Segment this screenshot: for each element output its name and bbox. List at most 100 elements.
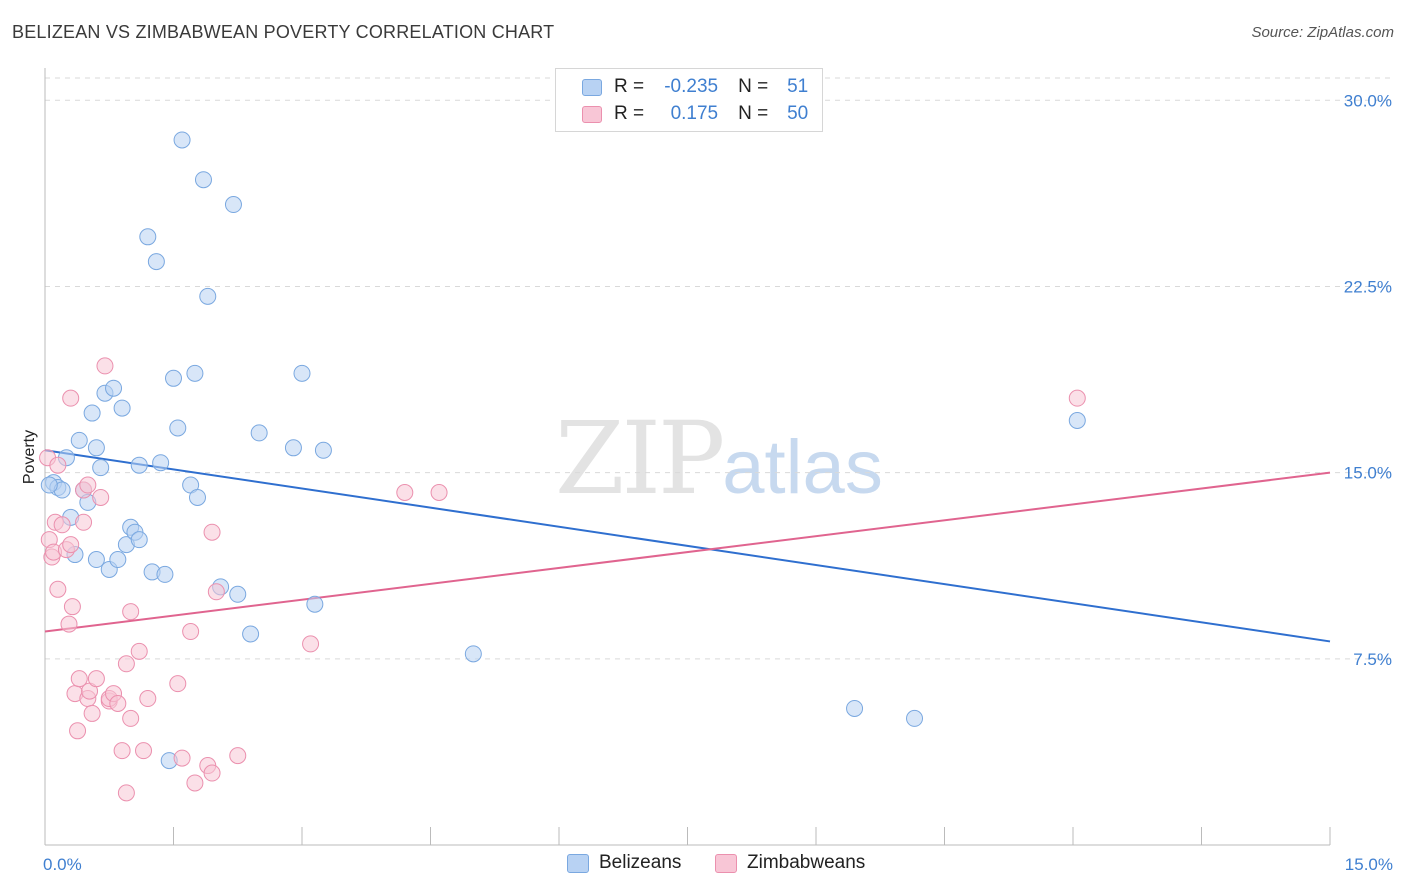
belizean-point bbox=[464, 645, 482, 663]
bottom-legend-belizeans: Belizeans bbox=[567, 852, 681, 874]
zimbabwean-point bbox=[135, 742, 153, 760]
zimbabwean-point bbox=[139, 690, 157, 708]
zimbabwean-point bbox=[60, 615, 78, 633]
belizean-point bbox=[1068, 412, 1086, 430]
zimbabwean-point bbox=[70, 670, 88, 688]
belizean-point bbox=[113, 399, 131, 417]
belizean-point bbox=[242, 625, 260, 643]
belizean-point bbox=[314, 441, 332, 459]
belizean-point bbox=[224, 196, 242, 214]
belizean-point bbox=[105, 379, 123, 397]
zimbabwean-point bbox=[92, 488, 110, 506]
zimbabwean-point bbox=[173, 749, 191, 767]
bottom-legend-label: Belizeans bbox=[599, 852, 682, 873]
belizean-point bbox=[229, 585, 247, 603]
belizean-point bbox=[906, 709, 924, 727]
zimbabwean-point bbox=[1068, 389, 1086, 407]
zimbabwean-point bbox=[203, 764, 221, 782]
zimbabwean-point bbox=[203, 523, 221, 541]
belizean-point bbox=[293, 364, 311, 382]
belizean-point bbox=[139, 228, 157, 246]
zimbabwean-point bbox=[302, 635, 320, 653]
bottom-legend-label: Zimbabweans bbox=[747, 852, 866, 873]
legend-n-value: 51 bbox=[787, 76, 809, 97]
bottom-legend-zimbabweans: Zimbabweans bbox=[715, 852, 865, 874]
zimbabwean-point bbox=[186, 774, 204, 792]
zimbabwean-point bbox=[49, 456, 67, 474]
zimbabwean-point bbox=[117, 655, 135, 673]
zimbabwean-point bbox=[396, 483, 414, 501]
belizean-point bbox=[147, 253, 165, 271]
source-label: Source: ZipAtlas.com bbox=[1251, 24, 1394, 41]
belizean-point bbox=[173, 131, 191, 149]
belizean-point bbox=[130, 456, 148, 474]
trend-lines bbox=[44, 449, 1331, 643]
y-tick-label: 15.0% bbox=[1344, 464, 1392, 483]
legend-r-label: R = bbox=[614, 103, 645, 124]
belizean-point bbox=[188, 488, 206, 506]
belizean-point bbox=[87, 439, 105, 457]
watermark-zip: ZIP bbox=[555, 400, 725, 517]
watermark: ZIPatlas bbox=[555, 400, 883, 517]
zimbabwean-point bbox=[96, 357, 114, 375]
legend-swatch-blue bbox=[567, 853, 589, 873]
belizean-point bbox=[70, 431, 88, 449]
belizean-point bbox=[846, 699, 864, 717]
belizean-point bbox=[40, 476, 58, 494]
zimbabwean-point bbox=[113, 742, 131, 760]
zimbabwean-point bbox=[117, 784, 135, 802]
belizean-point bbox=[165, 369, 182, 387]
legend-r-value: -0.235 bbox=[664, 76, 719, 97]
belizean-point bbox=[92, 459, 110, 477]
zimbabwean-point bbox=[122, 603, 140, 621]
zimbabwean-point bbox=[207, 583, 225, 601]
belizean-point bbox=[156, 565, 174, 583]
axes bbox=[44, 68, 1331, 846]
zimbabwean-point bbox=[109, 695, 127, 713]
belizean-point bbox=[250, 424, 268, 442]
belizean-point bbox=[152, 454, 170, 472]
grid-lines bbox=[45, 77, 1392, 660]
y-axis-title: Poverty bbox=[21, 430, 38, 484]
zimbabwean-point bbox=[79, 476, 97, 494]
belizean-point bbox=[130, 531, 148, 549]
watermark-atlas: atlas bbox=[722, 425, 883, 510]
zimbabwean-point bbox=[62, 389, 80, 407]
legend-row-zimbabweans: R = 0.175 N = 50 bbox=[556, 101, 808, 127]
chart-title: BELIZEAN VS ZIMBABWEAN POVERTY CORRELATI… bbox=[12, 22, 555, 42]
belizean-point bbox=[306, 595, 324, 613]
data-points bbox=[39, 131, 1086, 802]
belizean-point bbox=[87, 551, 105, 569]
belizean-point bbox=[186, 364, 204, 382]
zimbabwean-point bbox=[62, 536, 80, 554]
zimbabwean-point bbox=[229, 747, 247, 765]
zimbabwean-point bbox=[75, 513, 93, 531]
belizean-point bbox=[194, 171, 212, 189]
y-tick-label: 30.0% bbox=[1344, 91, 1392, 110]
zimbabwean-point bbox=[49, 580, 67, 598]
zimbabwean-point bbox=[122, 709, 140, 727]
belizean-point bbox=[83, 404, 101, 422]
zimbabwean-point bbox=[83, 704, 101, 722]
legend-n-value: 50 bbox=[787, 103, 809, 124]
y-tick-label: 22.5% bbox=[1344, 277, 1392, 296]
belizean-point bbox=[199, 287, 217, 305]
belizean-point bbox=[284, 439, 302, 457]
belizean-point bbox=[109, 551, 127, 569]
legend-n-label: N = bbox=[738, 76, 769, 97]
zimbabwean-point bbox=[130, 642, 148, 660]
x-tick-label: 0.0% bbox=[43, 855, 82, 874]
x-tick-label: 15.0% bbox=[1345, 855, 1393, 874]
y-tick-label: 7.5% bbox=[1353, 650, 1392, 669]
belizean-point bbox=[169, 419, 187, 437]
zimbabwean-point bbox=[169, 675, 187, 693]
legend-swatch-pink bbox=[715, 853, 737, 873]
legend-swatch-blue bbox=[582, 78, 602, 96]
zimbabwean-point bbox=[63, 598, 81, 616]
stats-legend: R = -0.235 N = 51 R = 0.175 N = 50 bbox=[555, 68, 823, 132]
legend-r-label: R = bbox=[614, 76, 645, 97]
zimbabwean-point bbox=[69, 722, 87, 740]
legend-n-label: N = bbox=[738, 103, 769, 124]
zimbabwean-point bbox=[87, 670, 105, 688]
